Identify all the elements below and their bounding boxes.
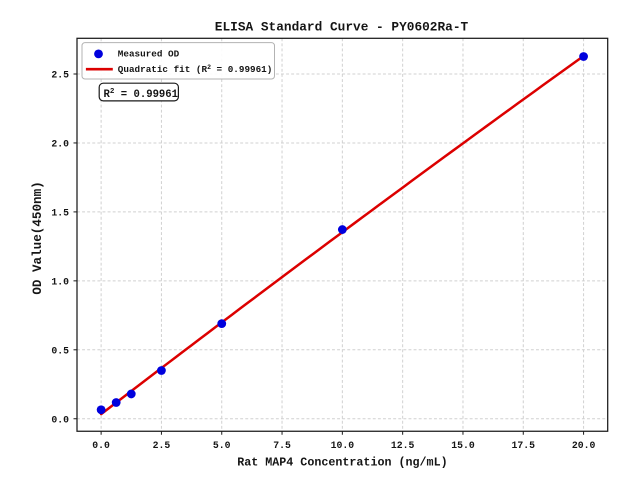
svg-text:R2 = 0.99961: R2 = 0.99961	[104, 88, 179, 101]
svg-text:5.0: 5.0	[213, 440, 231, 451]
svg-text:10.0: 10.0	[331, 440, 355, 451]
svg-text:20.0: 20.0	[572, 440, 596, 451]
svg-text:15.0: 15.0	[451, 440, 475, 451]
svg-text:ELISA Standard Curve - PY0602R: ELISA Standard Curve - PY0602Ra-T	[215, 20, 469, 35]
svg-text:2.0: 2.0	[51, 139, 69, 150]
svg-text:Measured OD: Measured OD	[118, 48, 180, 59]
svg-text:0.0: 0.0	[92, 440, 110, 451]
svg-text:Quadratic fit (R2 = 0.99961): Quadratic fit (R2 = 0.99961)	[118, 64, 273, 75]
svg-text:17.5: 17.5	[512, 440, 536, 451]
svg-text:Rat MAP4 Concentration (ng/mL): Rat MAP4 Concentration (ng/mL)	[237, 455, 447, 469]
svg-text:1.0: 1.0	[51, 276, 69, 287]
svg-text:OD Value(450nm): OD Value(450nm)	[31, 181, 45, 294]
svg-text:2.5: 2.5	[153, 440, 171, 451]
svg-text:7.5: 7.5	[273, 440, 291, 451]
svg-text:0.5: 0.5	[51, 345, 69, 356]
svg-text:1.5: 1.5	[51, 208, 69, 219]
svg-text:0.0: 0.0	[51, 414, 69, 425]
svg-text:2.5: 2.5	[51, 70, 69, 81]
svg-text:12.5: 12.5	[391, 440, 415, 451]
